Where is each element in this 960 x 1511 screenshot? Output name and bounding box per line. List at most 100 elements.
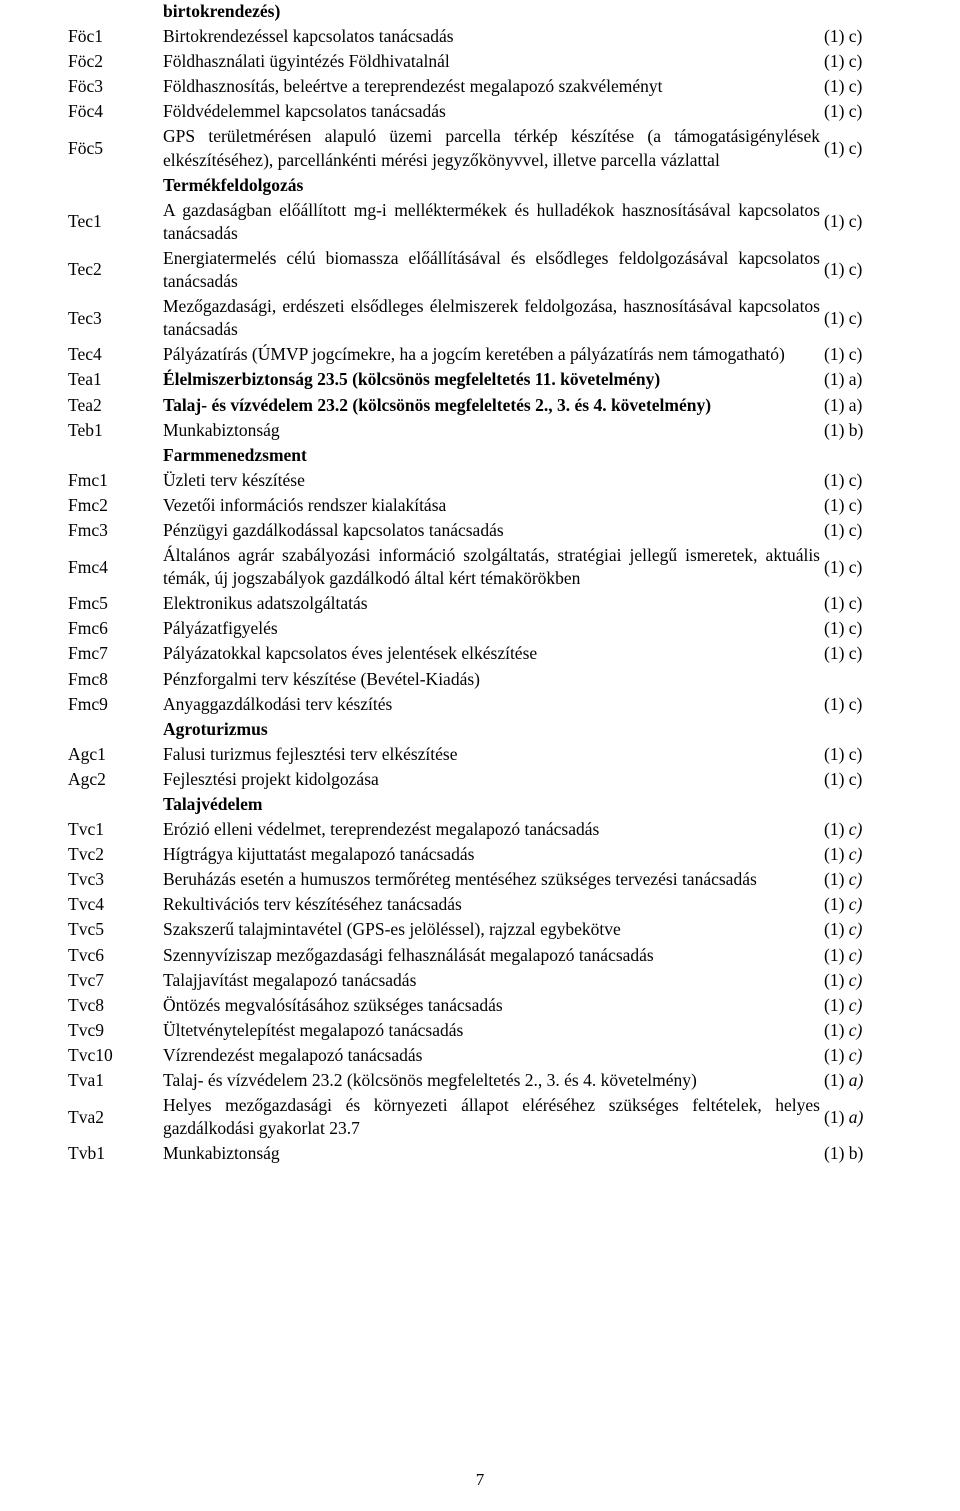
row-code: Tvb1	[68, 1142, 163, 1165]
row-description: Hígtrágya kijuttatást megalapozó tanácsa…	[163, 843, 824, 866]
table-row: Fmc2Vezetői információs rendszer kialakí…	[68, 494, 888, 517]
row-description: Energiatermelés célú biomassza előállítá…	[163, 247, 824, 293]
table-row: Tvc4Rekultivációs terv készítéséhez taná…	[68, 893, 888, 916]
row-reference: (1) c)	[824, 1019, 888, 1042]
row-code: Tvc5	[68, 918, 163, 941]
row-reference: (1) c)	[824, 843, 888, 866]
row-description: Pénzforgalmi terv készítése (Bevétel-Kia…	[163, 668, 824, 691]
row-reference: (1) c)	[824, 969, 888, 992]
table-row: Föc1Birtokrendezéssel kapcsolatos tanács…	[68, 25, 888, 48]
row-reference: (1) c)	[824, 210, 888, 233]
row-description: Pályázatírás (ÚMVP jogcímekre, ha a jogc…	[163, 343, 824, 366]
row-code: Fmc7	[68, 642, 163, 665]
row-code: Tvc1	[68, 818, 163, 841]
row-reference: (1) c)	[824, 307, 888, 330]
table-row: Agc1Falusi turizmus fejlesztési terv elk…	[68, 743, 888, 766]
table-row: Tvc10Vízrendezést megalapozó tanácsadás(…	[68, 1044, 888, 1067]
row-code: Tvc6	[68, 944, 163, 967]
row-reference: (1) c)	[824, 642, 888, 665]
table-row: Tvc5Szakszerű talajmintavétel (GPS-es je…	[68, 918, 888, 941]
row-reference: (1) c)	[824, 556, 888, 579]
table-row: birtokrendezés)	[68, 0, 888, 23]
row-code: Tea2	[68, 394, 163, 417]
row-code: Tea1	[68, 368, 163, 391]
row-reference: (1) c)	[824, 1044, 888, 1067]
table-row: Föc5GPS területmérésen alapuló üzemi par…	[68, 125, 888, 171]
row-description: Elektronikus adatszolgáltatás	[163, 592, 824, 615]
table-row: Tva1Talaj- és vízvédelem 23.2 (kölcsönös…	[68, 1069, 888, 1092]
row-description: Talajjavítást megalapozó tanácsadás	[163, 969, 824, 992]
row-description: birtokrendezés)	[163, 0, 824, 23]
row-code: Tec1	[68, 210, 163, 233]
row-description: Földhasználati ügyintézés Földhivatalnál	[163, 50, 824, 73]
row-description: Általános agrár szabályozási információ …	[163, 544, 824, 590]
row-code: Tva1	[68, 1069, 163, 1092]
row-code: Fmc8	[68, 668, 163, 691]
table-row: Fmc7Pályázatokkal kapcsolatos éves jelen…	[68, 642, 888, 665]
table-row: Tvc8Öntözés megvalósításához szükséges t…	[68, 994, 888, 1017]
table-row: Farmmenedzsment	[68, 444, 888, 467]
table-row: Föc3Földhasznosítás, beleértve a terepre…	[68, 75, 888, 98]
row-code: Fmc9	[68, 693, 163, 716]
row-reference: (1) c)	[824, 258, 888, 281]
row-reference: (1) c)	[824, 893, 888, 916]
row-reference: (1) c)	[824, 818, 888, 841]
row-description: A gazdaságban előállított mg-i mellékter…	[163, 199, 824, 245]
row-reference: (1) c)	[824, 994, 888, 1017]
row-reference: (1) c)	[824, 768, 888, 791]
table-row: Föc2Földhasználati ügyintézés Földhivata…	[68, 50, 888, 73]
table-row: Tvc3Beruházás esetén a humuszos termőrét…	[68, 868, 888, 891]
table-row: Tec3Mezőgazdasági, erdészeti elsődleges …	[68, 295, 888, 341]
row-description: Agroturizmus	[163, 718, 824, 741]
row-reference: (1) a)	[824, 368, 888, 391]
table-row: Fmc5Elektronikus adatszolgáltatás(1) c)	[68, 592, 888, 615]
row-description: GPS területmérésen alapuló üzemi parcell…	[163, 125, 824, 171]
table-row: Tvc2Hígtrágya kijuttatást megalapozó tan…	[68, 843, 888, 866]
row-code: Fmc4	[68, 556, 163, 579]
row-code: Tec2	[68, 258, 163, 281]
row-code: Tvc10	[68, 1044, 163, 1067]
row-reference: (1) a)	[824, 394, 888, 417]
row-reference: (1) b)	[824, 419, 888, 442]
row-code: Tvc2	[68, 843, 163, 866]
row-code: Tvc8	[68, 994, 163, 1017]
row-code: Tvc4	[68, 893, 163, 916]
row-description: Beruházás esetén a humuszos termőréteg m…	[163, 868, 824, 891]
row-reference: (1) a)	[824, 1069, 888, 1092]
table-row: Fmc4Általános agrár szabályozási informá…	[68, 544, 888, 590]
row-code: Fmc2	[68, 494, 163, 517]
row-code: Teb1	[68, 419, 163, 442]
row-description: Munkabiztonság	[163, 419, 824, 442]
row-reference: (1) c)	[824, 50, 888, 73]
table-row: Fmc3Pénzügyi gazdálkodással kapcsolatos …	[68, 519, 888, 542]
row-code: Föc4	[68, 100, 163, 123]
table-row: Termékfeldolgozás	[68, 174, 888, 197]
row-code: Föc2	[68, 50, 163, 73]
table-row: Fmc6Pályázatfigyelés(1) c)	[68, 617, 888, 640]
table-row: Föc4Földvédelemmel kapcsolatos tanácsadá…	[68, 100, 888, 123]
row-description: Termékfeldolgozás	[163, 174, 824, 197]
row-code: Fmc5	[68, 592, 163, 615]
document-page: birtokrendezés)Föc1Birtokrendezéssel kap…	[0, 0, 960, 1511]
row-reference: (1) c)	[824, 137, 888, 160]
row-code: Fmc3	[68, 519, 163, 542]
table-row: Agroturizmus	[68, 718, 888, 741]
row-code: Föc3	[68, 75, 163, 98]
row-description: Földhasznosítás, beleértve a tereprendez…	[163, 75, 824, 98]
row-description: Munkabiztonság	[163, 1142, 824, 1165]
row-description: Helyes mezőgazdasági és környezeti állap…	[163, 1094, 824, 1140]
row-reference: (1) a)	[824, 1106, 888, 1129]
table-row: Fmc1Üzleti terv készítése(1) c)	[68, 469, 888, 492]
row-description: Földvédelemmel kapcsolatos tanácsadás	[163, 100, 824, 123]
table-row: Fmc9Anyaggazdálkodási terv készítés(1) c…	[68, 693, 888, 716]
row-reference: (1) c)	[824, 918, 888, 941]
table-row: Tvc7Talajjavítást megalapozó tanácsadás(…	[68, 969, 888, 992]
row-description: Öntözés megvalósításához szükséges tanác…	[163, 994, 824, 1017]
row-reference: (1) c)	[824, 693, 888, 716]
table-row: Tec4Pályázatírás (ÚMVP jogcímekre, ha a …	[68, 343, 888, 366]
row-reference: (1) c)	[824, 100, 888, 123]
table-row: Talajvédelem	[68, 793, 888, 816]
row-description: Üzleti terv készítése	[163, 469, 824, 492]
table-row: Agc2Fejlesztési projekt kidolgozása(1) c…	[68, 768, 888, 791]
row-reference: (1) c)	[824, 75, 888, 98]
